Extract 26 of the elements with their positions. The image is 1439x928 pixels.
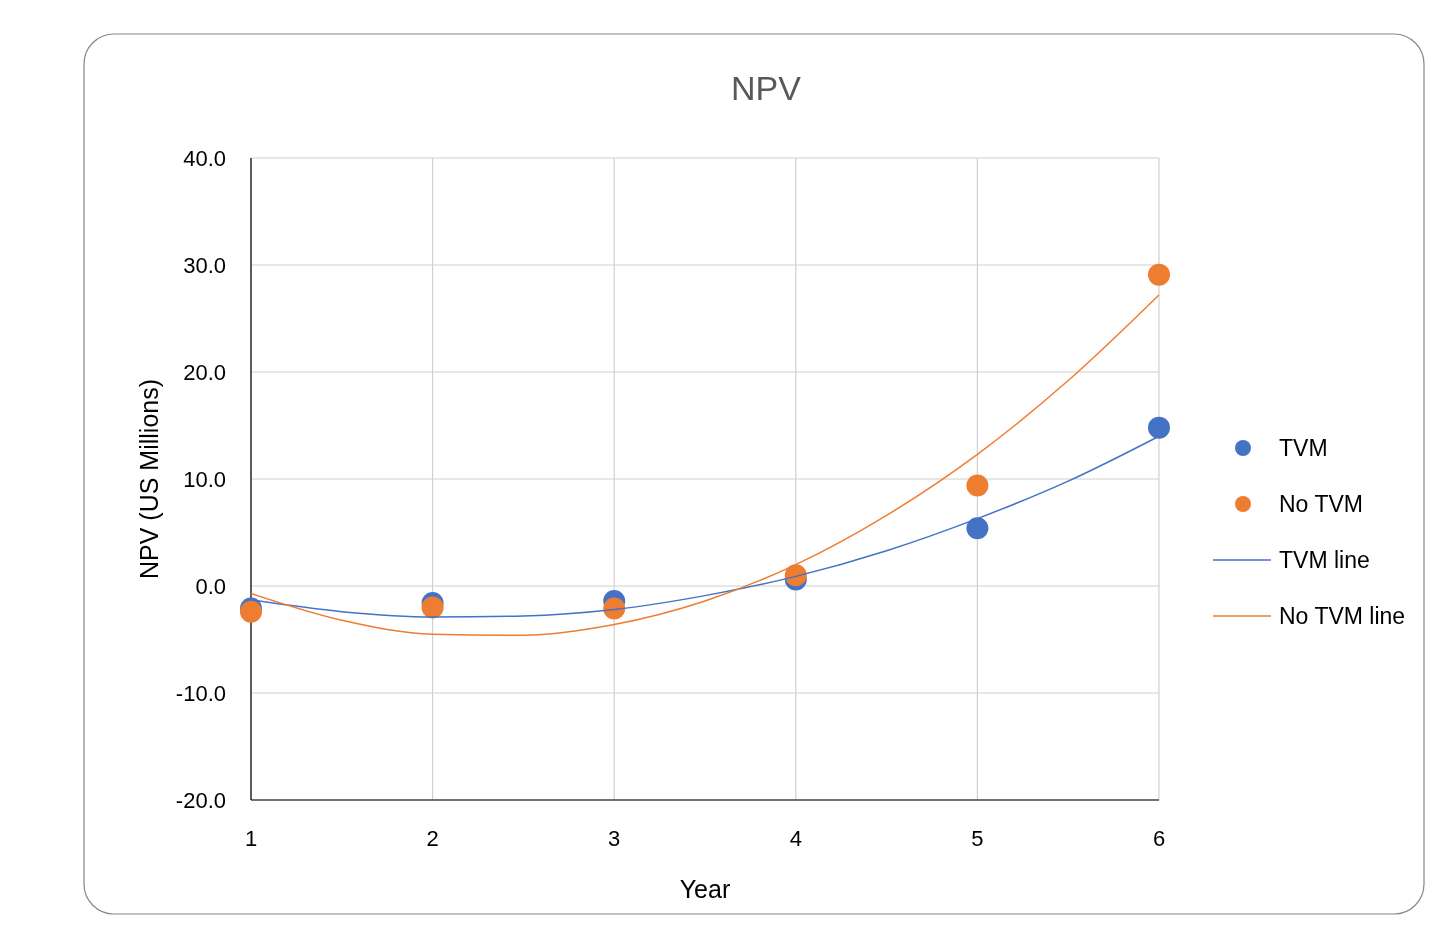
point bbox=[603, 597, 626, 620]
x-tick-label: 2 bbox=[426, 826, 439, 851]
y-tick-label: 40.0 bbox=[183, 145, 226, 171]
x-axis-title: Year bbox=[679, 875, 731, 903]
point bbox=[966, 517, 989, 540]
point bbox=[966, 474, 989, 497]
legend-label: No TVM line bbox=[1279, 603, 1406, 630]
legend-label: No TVM bbox=[1279, 491, 1363, 518]
point bbox=[1148, 416, 1170, 439]
x-tick-label: 3 bbox=[608, 826, 621, 851]
chart-title: NPV bbox=[731, 69, 802, 107]
x-tick-label: 6 bbox=[1152, 826, 1166, 851]
legend-label: TVM bbox=[1279, 435, 1328, 462]
y-tick-label: -10.0 bbox=[175, 680, 226, 706]
legend-label: TVM line bbox=[1279, 547, 1370, 574]
y-axis-title: NPV (US Millions) bbox=[135, 378, 163, 580]
x-tick-label: 1 bbox=[244, 826, 258, 851]
y-tick-label: 20.0 bbox=[183, 359, 226, 385]
y-tick-label: 10.0 bbox=[183, 466, 226, 492]
point bbox=[1148, 263, 1170, 286]
y-tick-label: 30.0 bbox=[183, 252, 226, 278]
line-series bbox=[250, 294, 1160, 636]
x-tick-label: 4 bbox=[789, 826, 802, 851]
y-tick-label: -20.0 bbox=[175, 787, 226, 813]
y-tick-label: 0.0 bbox=[195, 573, 226, 599]
x-tick-label: 5 bbox=[971, 826, 984, 851]
